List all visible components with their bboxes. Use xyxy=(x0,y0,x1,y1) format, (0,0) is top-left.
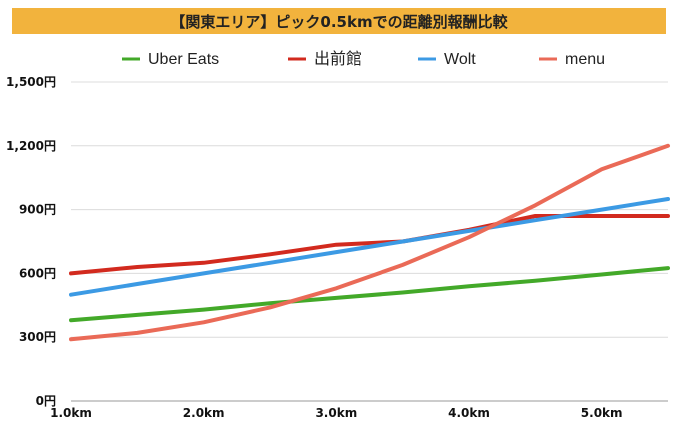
y-tick-label: 0円 xyxy=(36,394,56,408)
legend-label: Wolt xyxy=(444,51,476,68)
x-tick-label: 3.0km xyxy=(315,406,357,420)
chart-title: 【関東エリア】ピック0.5kmでの距離別報酬比較 xyxy=(170,12,508,31)
y-tick-label: 600円 xyxy=(19,266,56,280)
series-line xyxy=(69,197,670,297)
series-line xyxy=(69,214,670,276)
y-tick-label: 1,500円 xyxy=(6,75,56,89)
legend-label: menu xyxy=(565,51,605,68)
y-tick-label: 1,200円 xyxy=(6,139,56,153)
series-line xyxy=(69,143,670,342)
y-tick-label: 300円 xyxy=(19,330,56,344)
x-tick-label: 4.0km xyxy=(448,406,490,420)
series-line xyxy=(69,266,670,323)
x-tick-label: 2.0km xyxy=(183,406,225,420)
legend-label: Uber Eats xyxy=(148,51,219,68)
legend-label: 出前館 xyxy=(314,50,362,68)
y-tick-label: 900円 xyxy=(19,203,56,217)
x-tick-label: 1.0km xyxy=(50,406,92,420)
chart-title-bar: 【関東エリア】ピック0.5kmでの距離別報酬比較 xyxy=(12,8,666,34)
x-tick-label: 5.0km xyxy=(581,406,623,420)
